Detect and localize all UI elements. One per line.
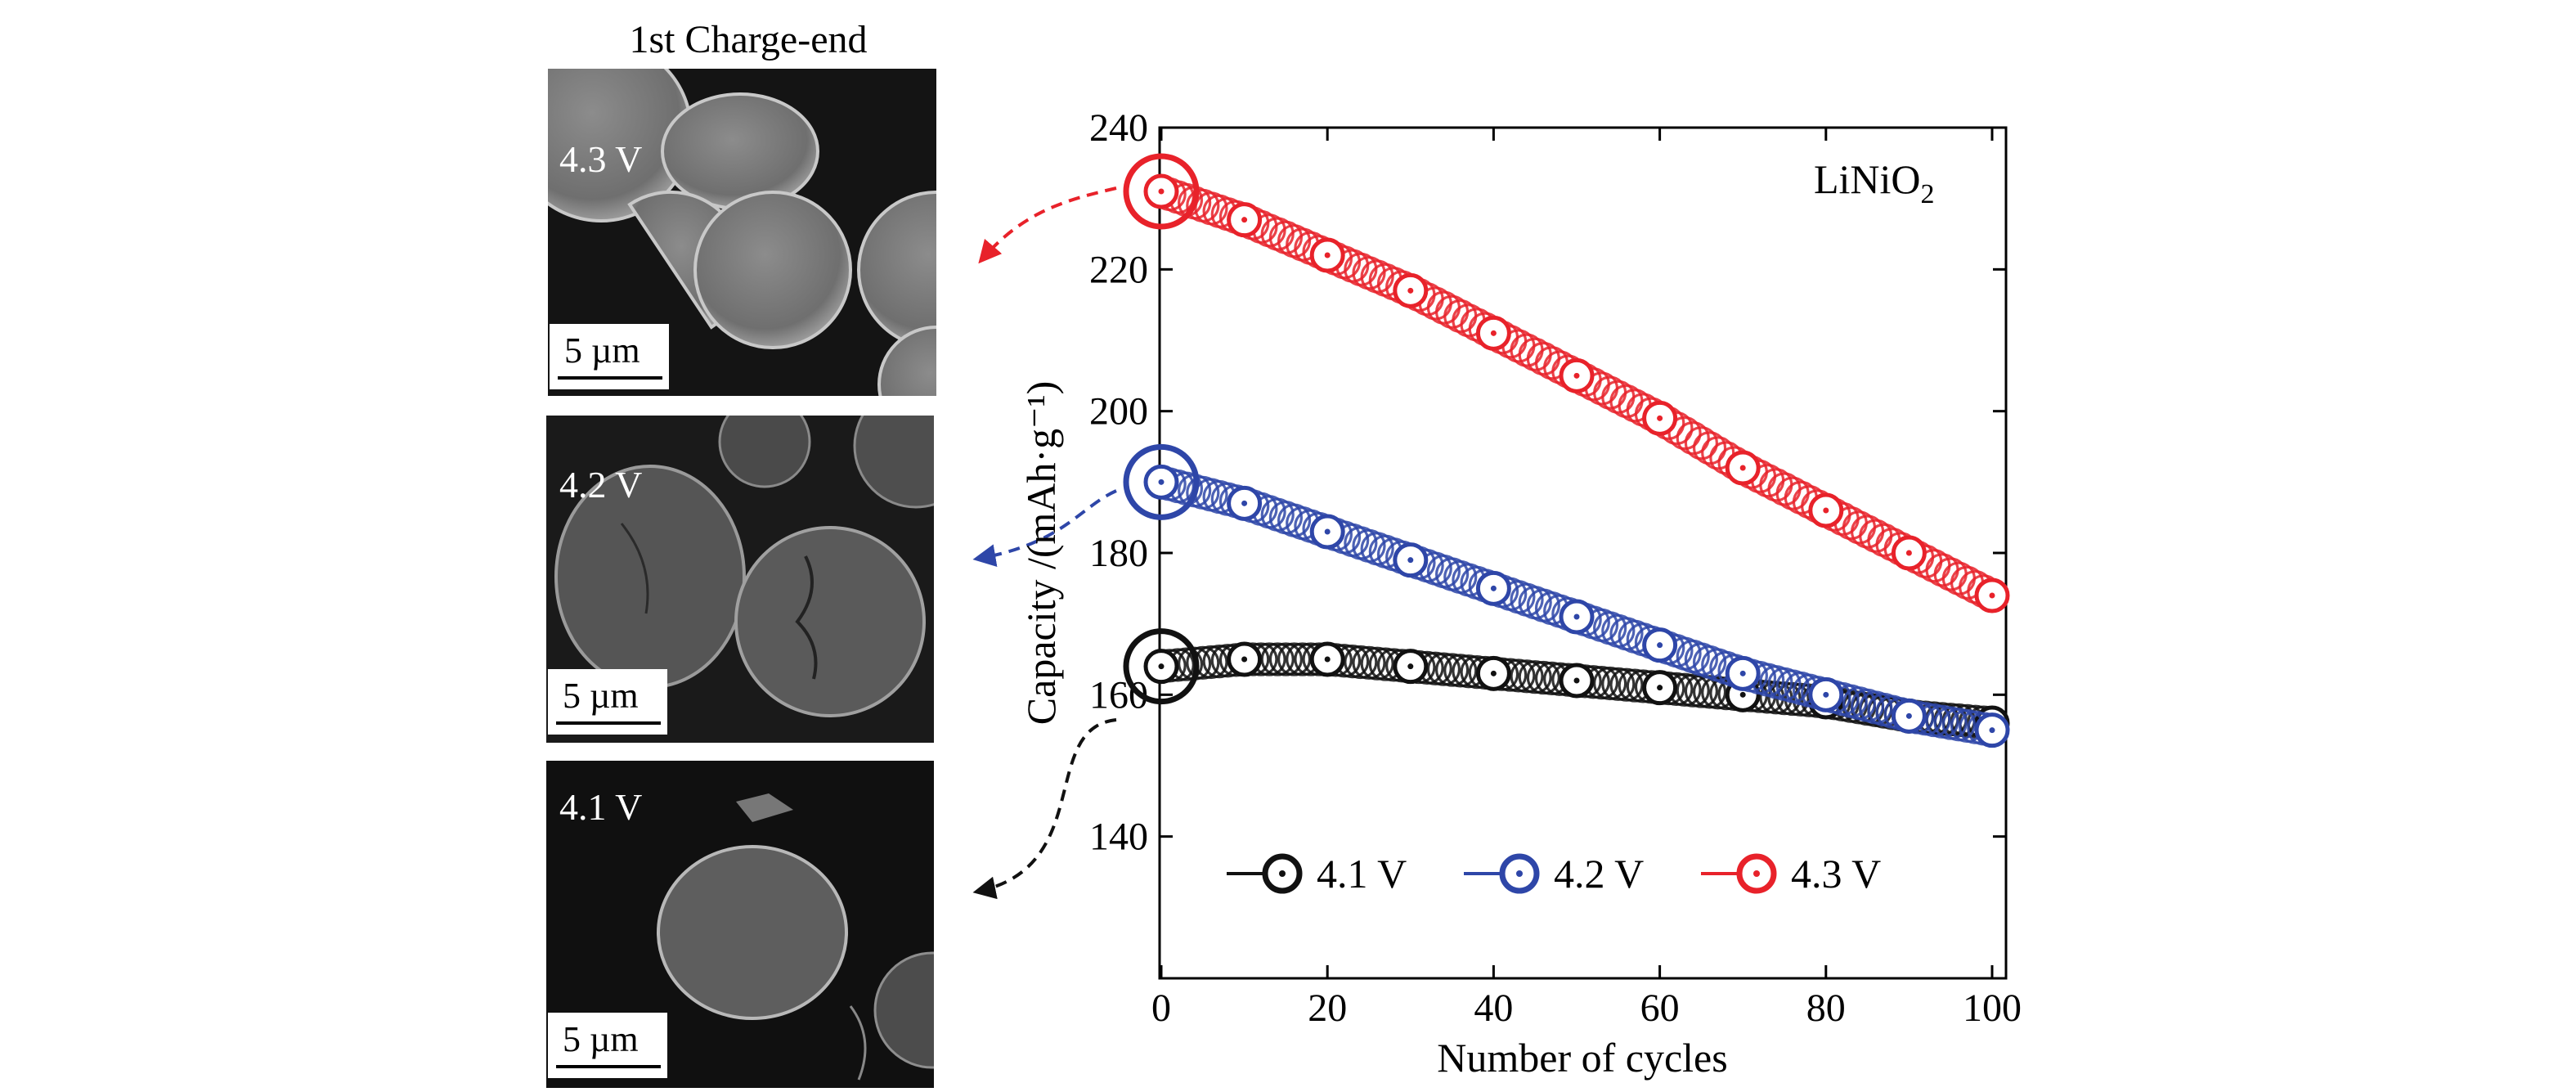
- y-tick-label: 200: [1089, 390, 1148, 434]
- data-point: [1227, 485, 1263, 521]
- legend-label: 4.1 V: [1317, 851, 1407, 897]
- first-cycle-highlight: [1123, 443, 1200, 520]
- data-point: [1891, 698, 1927, 734]
- sem-heading: 1st Charge-end: [629, 18, 867, 61]
- first-cycle-highlight: [1123, 153, 1200, 230]
- series-4-2-v: [1143, 464, 2010, 748]
- data-point: [1725, 450, 1761, 486]
- data-point: [1559, 663, 1595, 699]
- x-tick-label: 40: [1474, 986, 1513, 1030]
- data-point: [1309, 514, 1345, 550]
- legend-label: 4.3 V: [1791, 851, 1881, 897]
- pointer-arrow-4-3v: [978, 186, 1117, 264]
- data-point: [1725, 655, 1761, 691]
- data-point: [1808, 492, 1844, 528]
- x-tick-label: 0: [1151, 986, 1171, 1030]
- data-point: [1143, 173, 1179, 209]
- legend-item: 4.1 V: [1227, 851, 1407, 897]
- data-point: [1475, 570, 1511, 606]
- data-point: [1143, 464, 1179, 500]
- x-axis: 0 20 40 60 80 100: [1151, 128, 2022, 1030]
- y-tick-label: 140: [1089, 816, 1148, 859]
- sem-panel-4-3v: 4.3 V 5 µm: [548, 69, 936, 396]
- sem-panel-4-2v: 4.2 V 5 µm: [546, 416, 934, 743]
- legend: 4.1 V 4.2 V 4.3 V: [1227, 851, 1881, 897]
- series-4-3-v: [1143, 173, 2010, 613]
- pointer-arrow-4-2v: [972, 489, 1117, 568]
- scale-bar-label: 5 µm: [563, 1019, 639, 1059]
- x-axis-label: Number of cycles: [1437, 1035, 1727, 1081]
- data-point: [1227, 641, 1263, 677]
- pointer-arrow-4-1v: [972, 718, 1117, 900]
- data-point: [1309, 237, 1345, 273]
- data-point: [1642, 670, 1678, 706]
- data-point: [1808, 676, 1844, 712]
- sem-panel-voltage-label: 4.2 V: [559, 464, 642, 506]
- data-point: [1393, 542, 1429, 578]
- data-point: [1309, 641, 1345, 677]
- data-point: [1642, 400, 1678, 436]
- data-point: [1475, 315, 1511, 351]
- data-point: [1559, 599, 1595, 635]
- data-point: [1891, 535, 1927, 571]
- sem-panel-voltage-label: 4.3 V: [559, 138, 642, 180]
- data-point: [1393, 649, 1429, 685]
- data-point: [1475, 655, 1511, 691]
- data-point: [1227, 202, 1263, 238]
- first-cycle-highlights: [1123, 153, 1200, 705]
- data-point: [1974, 577, 2010, 613]
- first-cycle-highlight: [1123, 628, 1200, 705]
- y-tick-label: 220: [1089, 248, 1148, 291]
- y-tick-label: 240: [1089, 106, 1148, 150]
- y-tick-label: 180: [1089, 532, 1148, 575]
- data-point: [1974, 712, 2010, 748]
- legend-item: 4.3 V: [1701, 851, 1881, 897]
- x-tick-label: 100: [1963, 986, 2022, 1030]
- y-axis-label: Capacity /(mAh·g⁻¹): [1018, 381, 1064, 725]
- scale-bar-label: 5 µm: [564, 330, 640, 371]
- series-layer: [1143, 173, 2010, 748]
- legend-label: 4.2 V: [1554, 851, 1644, 897]
- scale-bar-label: 5 µm: [563, 676, 639, 716]
- sem-panel-voltage-label: 4.1 V: [559, 786, 642, 828]
- data-point: [1642, 627, 1678, 663]
- chart-annotation: LiNiO2: [1814, 156, 1935, 209]
- data-point: [1143, 649, 1179, 685]
- x-tick-label: 60: [1640, 986, 1680, 1030]
- data-point: [1559, 357, 1595, 393]
- legend-item: 4.2 V: [1464, 851, 1644, 897]
- data-point: [1393, 272, 1429, 308]
- x-tick-label: 80: [1806, 986, 1846, 1030]
- x-tick-label: 20: [1308, 986, 1347, 1030]
- sem-panel-4-1v: 4.1 V 5 µm: [546, 761, 934, 1088]
